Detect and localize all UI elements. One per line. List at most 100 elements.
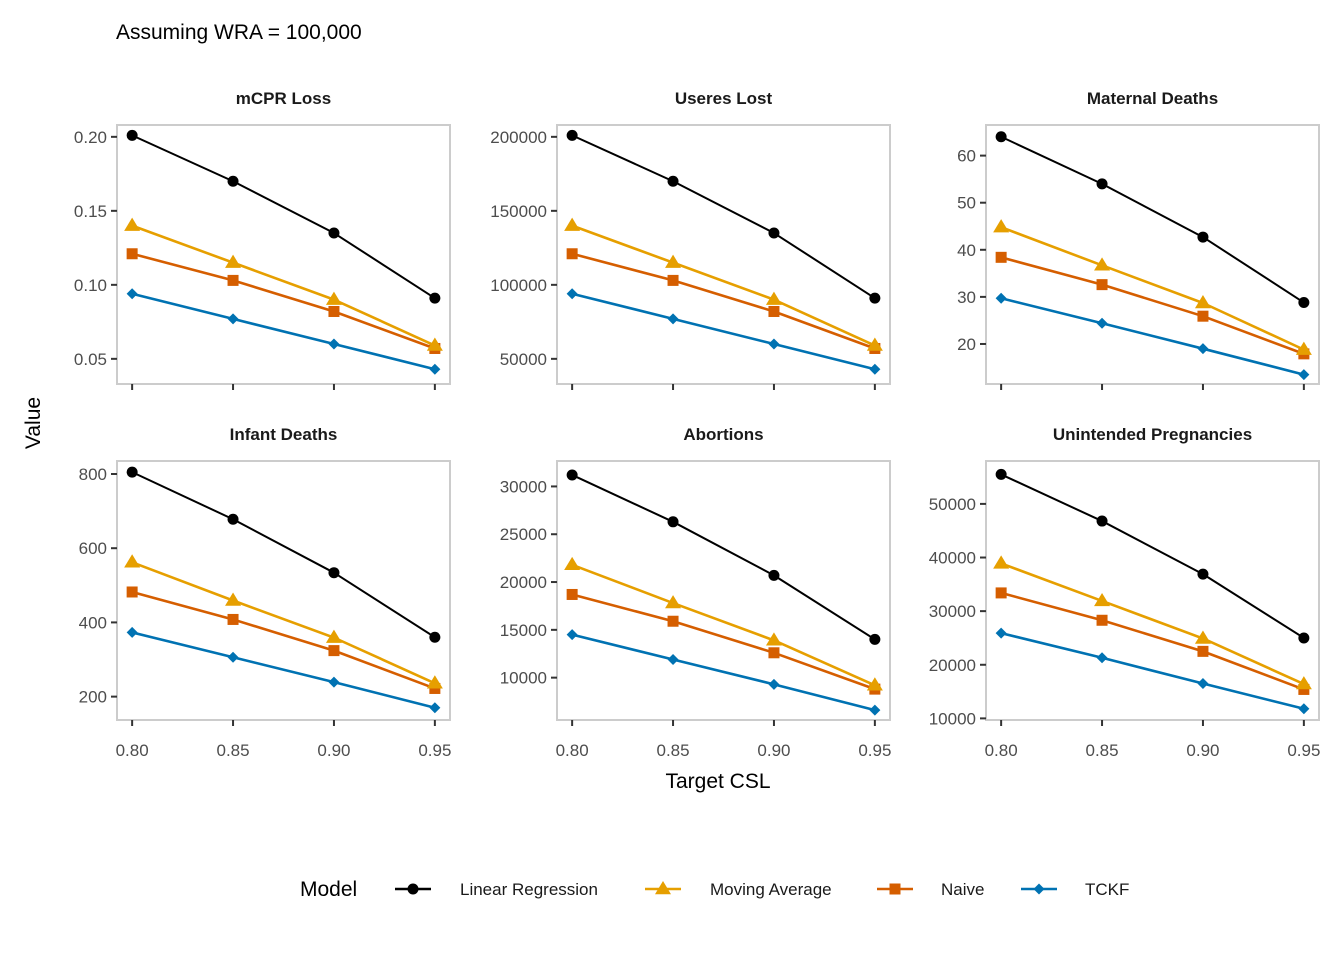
panel-abortions: Abortions 10000 15000 20000 25000 30000 0.80 0.… <box>500 425 892 760</box>
data-point <box>566 129 578 141</box>
series-naive <box>995 587 1310 695</box>
data-point <box>1197 568 1209 580</box>
data-point <box>566 248 578 260</box>
legend-title: Model <box>300 878 357 901</box>
data-point <box>667 274 679 286</box>
panel-infant-deaths: Infant Deaths 200 400 600 800 0.80 0.85 0.90 0.9… <box>79 425 452 760</box>
legend-key-marker <box>655 881 671 895</box>
y-tick-label: 200000 <box>490 128 547 147</box>
y-tick-label: 600 <box>79 539 107 558</box>
series-moving-average <box>993 219 1312 355</box>
y-tick-label: 15000 <box>500 621 547 640</box>
y-tick-label: 10000 <box>929 709 976 728</box>
series-line <box>1000 225 1305 351</box>
data-point <box>426 337 443 351</box>
data-point <box>126 626 138 638</box>
data-point <box>765 291 782 305</box>
legend-label: Linear Regression <box>460 880 598 899</box>
panel-border <box>116 460 451 721</box>
data-point <box>328 305 340 317</box>
data-point <box>995 587 1007 599</box>
data-point <box>1295 676 1312 690</box>
x-tick-label: 0.95 <box>858 741 891 760</box>
data-point <box>866 337 883 351</box>
data-point <box>126 129 138 141</box>
data-point <box>1094 257 1111 271</box>
y-tick-label: 0.20 <box>74 128 107 147</box>
y-tick-label: 10000 <box>500 669 547 688</box>
series-moving-average <box>124 217 443 351</box>
series-naive <box>126 248 441 354</box>
data-point <box>328 227 340 239</box>
series-linear-regression <box>995 131 1310 309</box>
legend-label: TCKF <box>1085 880 1129 899</box>
legend-key-marker <box>889 883 901 895</box>
panel-border <box>116 124 451 385</box>
y-tick-label: 0.05 <box>74 350 107 369</box>
y-tick-label: 150000 <box>490 202 547 221</box>
data-point <box>869 292 881 304</box>
y-tick-label: 200 <box>79 688 107 707</box>
y-tick-label: 50000 <box>929 495 976 514</box>
series-moving-average <box>564 217 883 351</box>
series-tckf <box>995 627 1310 715</box>
series-linear-regression <box>566 129 881 304</box>
y-tick-label: 30000 <box>929 602 976 621</box>
data-point <box>429 631 441 643</box>
y-tick-label: 20000 <box>929 656 976 675</box>
data-point <box>124 217 141 231</box>
data-point <box>325 291 342 305</box>
data-point <box>768 338 780 350</box>
panel-title: Abortions <box>683 425 763 444</box>
panel-title: Useres Lost <box>675 89 773 108</box>
y-tick-label: 40 <box>957 241 976 260</box>
series-line <box>571 252 876 350</box>
series-linear-regression <box>126 466 441 643</box>
y-tick-label: 20000 <box>500 573 547 592</box>
series-line <box>571 134 876 300</box>
data-point <box>1298 369 1310 381</box>
data-point <box>768 227 780 239</box>
data-point <box>768 569 780 581</box>
data-point <box>126 288 138 300</box>
panel-border <box>985 460 1320 721</box>
y-tick-label: 30 <box>957 288 976 307</box>
data-point <box>227 513 239 525</box>
series-line <box>131 471 436 639</box>
data-point <box>869 633 881 645</box>
legend: Model Linear Regression Moving Average Nai… <box>300 878 1129 901</box>
data-point <box>328 567 340 579</box>
data-point <box>866 677 883 691</box>
data-point <box>225 592 242 606</box>
data-point <box>1096 279 1108 291</box>
data-point <box>667 175 679 187</box>
data-point <box>227 313 239 325</box>
x-tick-label: 0.90 <box>317 741 350 760</box>
data-point <box>1197 678 1209 690</box>
data-point <box>426 675 443 689</box>
data-point <box>1197 310 1209 322</box>
series-linear-regression <box>995 468 1310 644</box>
data-point <box>1194 630 1211 644</box>
data-point <box>566 469 578 481</box>
data-point <box>667 653 679 665</box>
series-naive <box>126 586 441 694</box>
legend-item-linear-regression: Linear Regression <box>395 880 598 899</box>
y-tick-label: 100000 <box>490 276 547 295</box>
series-line <box>131 590 436 690</box>
series-line <box>131 134 436 300</box>
data-point <box>564 556 581 571</box>
y-tick-label: 400 <box>79 613 107 632</box>
series-naive <box>566 248 881 354</box>
series-line <box>571 292 876 371</box>
series-line <box>571 633 876 712</box>
panel-title: Maternal Deaths <box>1087 89 1218 108</box>
data-point <box>227 651 239 663</box>
panel-title: Infant Deaths <box>230 425 338 444</box>
panel-useres-lost: Useres Lost 50000 100000 150000 200000 <box>490 89 891 390</box>
data-point <box>225 254 242 268</box>
series-line <box>1000 297 1305 376</box>
data-point <box>126 466 138 478</box>
series-moving-average <box>993 555 1312 690</box>
